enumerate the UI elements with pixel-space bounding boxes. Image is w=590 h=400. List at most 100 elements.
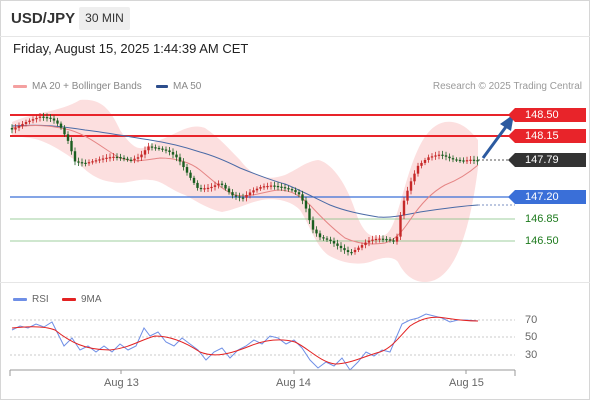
- candle-body: [56, 120, 59, 124]
- candle-body: [133, 158, 136, 161]
- candle-body: [311, 220, 315, 230]
- candle-body: [262, 186, 266, 188]
- candle-body: [297, 192, 301, 195]
- candle-body: [38, 116, 42, 118]
- candle-body: [385, 238, 388, 241]
- candle-body: [392, 240, 395, 242]
- candle-body: [336, 243, 339, 246]
- pivot-tag: 147.20: [508, 190, 586, 204]
- candle-body: [10, 128, 14, 130]
- candle-body: [381, 238, 385, 240]
- candle-body: [413, 173, 416, 182]
- last-price-value: 147.79: [525, 154, 559, 166]
- x-label-aug13: Aug 13: [104, 377, 139, 389]
- candle-body: [17, 125, 21, 128]
- candle-body: [315, 229, 318, 234]
- chart-header: USD/JPY 30 MIN: [0, 0, 590, 36]
- candle-body: [364, 242, 367, 246]
- candle-body: [35, 117, 38, 120]
- candle-body: [168, 150, 171, 153]
- candle-body: [252, 190, 255, 193]
- candle-body: [70, 140, 73, 152]
- candle-body: [42, 116, 45, 118]
- forecast-arrow: [481, 123, 510, 159]
- panel-divider: [0, 282, 590, 283]
- candle-body: [73, 151, 77, 162]
- candle-body: [472, 159, 476, 161]
- legend-ma50-label: MA 50: [173, 81, 202, 92]
- candle-body: [455, 159, 458, 161]
- candle-body: [217, 183, 220, 186]
- ma50-line: [11, 124, 479, 218]
- candle-body: [231, 192, 234, 196]
- candle-body: [140, 154, 143, 158]
- candle-body: [98, 159, 101, 161]
- candle-body: [476, 160, 479, 162]
- resistance-2-value: 148.50: [525, 109, 559, 121]
- candle-body: [350, 252, 353, 254]
- candle-body: [248, 192, 252, 195]
- candle-body: [14, 127, 17, 130]
- candle-body: [360, 245, 364, 248]
- timestamp: Friday, August 15, 2025 1:44:39 AM CET: [13, 41, 249, 56]
- candle-body: [423, 160, 427, 163]
- candle-body: [304, 200, 308, 209]
- candle-body: [280, 186, 283, 188]
- candle-body: [136, 157, 140, 159]
- candle-body: [192, 177, 196, 183]
- legend-ma20: MA 20 + Bollinger Bands: [13, 81, 142, 92]
- legend-ma20-label: MA 20 + Bollinger Bands: [32, 81, 142, 92]
- candle-body: [325, 238, 329, 240]
- candle-body: [241, 197, 245, 199]
- candle-body: [276, 185, 280, 188]
- candle-body: [402, 200, 406, 216]
- candle-body: [206, 187, 210, 190]
- candle-body: [238, 196, 241, 198]
- candle-body: [52, 118, 56, 121]
- candle-body: [164, 149, 168, 151]
- candle-body: [308, 208, 311, 221]
- ma20-swatch-icon: [13, 84, 27, 88]
- candle-body: [339, 245, 343, 249]
- support-1-label: 146.85: [525, 213, 559, 225]
- candle-body: [378, 238, 381, 240]
- legend-rsi: RSI: [13, 294, 49, 305]
- candle-body: [84, 162, 87, 164]
- candle-body: [24, 122, 28, 124]
- ma50-swatch-icon: [156, 84, 168, 88]
- rsi-tick-50: 50: [525, 331, 538, 343]
- candle-body: [465, 160, 469, 162]
- candle-body: [227, 188, 231, 193]
- resistance-1-value: 148.15: [525, 130, 559, 142]
- support-2-label: 146.50: [525, 235, 559, 247]
- candle-body: [21, 123, 24, 126]
- 9ma-swatch-icon: [62, 297, 76, 301]
- candle-body: [178, 157, 182, 162]
- candle-body: [409, 181, 413, 191]
- candle-body: [45, 117, 49, 119]
- candle-body: [185, 167, 189, 173]
- candle-body: [196, 182, 199, 188]
- candle-body: [332, 241, 336, 244]
- candle-body: [129, 159, 133, 161]
- x-label-aug14: Aug 14: [276, 377, 311, 389]
- candle-body: [94, 160, 98, 162]
- candle-body: [119, 157, 122, 159]
- candle-body: [66, 134, 70, 141]
- candle-body: [115, 156, 119, 158]
- candle-body: [108, 157, 112, 159]
- candle-body: [434, 155, 437, 157]
- candle-body: [294, 190, 297, 193]
- candle-body: [416, 165, 420, 174]
- timeframe-badge[interactable]: 30 MIN: [79, 7, 130, 30]
- candle-body: [28, 120, 31, 123]
- candle-body: [318, 233, 322, 238]
- candle-body: [329, 239, 332, 242]
- candle-body: [143, 150, 147, 155]
- candle-body: [122, 157, 126, 160]
- candle-body: [273, 185, 276, 187]
- candle-body: [255, 188, 259, 191]
- candle-body: [395, 236, 399, 242]
- candle-body: [80, 162, 84, 164]
- candle-body: [150, 146, 154, 148]
